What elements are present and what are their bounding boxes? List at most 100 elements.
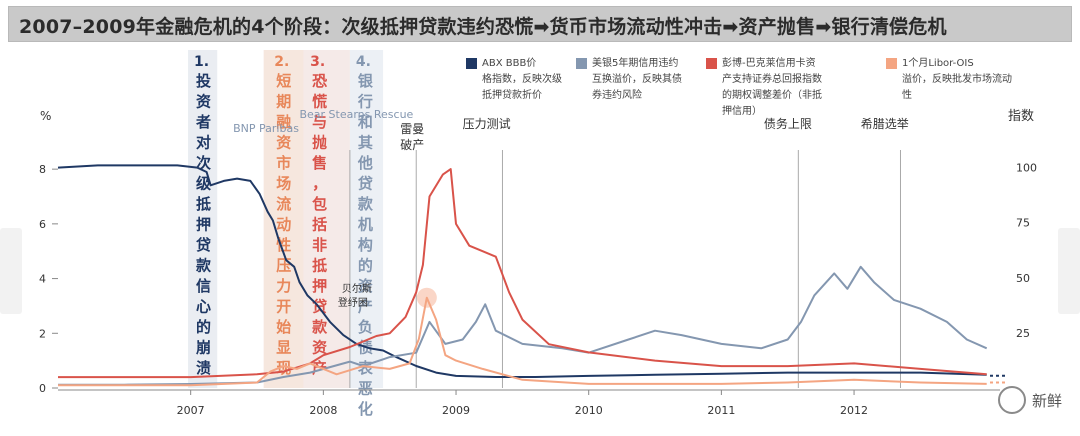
event-label-1: Bear Stearns Rescue — [299, 108, 413, 121]
series-line-4 — [58, 296, 987, 387]
phase-label-char-1-13: 崩 — [196, 339, 211, 357]
left-tick-label-3: 6 — [39, 218, 46, 231]
phase-label-char-4-15: 恶 — [358, 380, 373, 398]
phase-label-char-1-9: 款 — [196, 257, 212, 275]
event-label-2: 贝尔斯 — [342, 282, 372, 295]
legend-swatch-1 — [466, 58, 477, 69]
right-tick-label-0: 100 — [1016, 162, 1037, 175]
phase-label-char-3-7: 括 — [312, 216, 327, 234]
phase-band-3 — [303, 50, 350, 388]
left-axis-label: % — [40, 109, 51, 123]
series-line-1 — [57, 164, 987, 378]
phase-label-char-3-8: 非 — [312, 236, 327, 254]
phase-label-char-3-4: 售 — [312, 154, 327, 172]
phase-number-3: 3. — [310, 54, 325, 70]
phase-label-char-1-12: 的 — [196, 318, 211, 336]
right-tick-label-1: 75 — [1016, 217, 1030, 230]
right-tick-label-2: 50 — [1016, 272, 1030, 285]
event-label-2-b: 登纾困 — [338, 296, 368, 309]
legend-text-3-3: 押信用） — [722, 104, 762, 117]
phase-label-char-2-10: 力 — [276, 277, 291, 295]
phase-label-char-2-13: 显 — [276, 339, 291, 357]
watermark: 新鲜 — [998, 380, 1066, 420]
phase-label-char-4-0: 银 — [358, 72, 374, 90]
phase-label-char-2-3: 资 — [276, 134, 291, 152]
legend-text-4-2: 性 — [902, 88, 912, 101]
x-tick-label-1: 2008 — [309, 404, 337, 417]
phase-label-char-1-3: 对 — [196, 134, 211, 152]
chart-title: 2007–2009年金融危机的4个阶段：次级抵押贷款违约恐慌➡货币市场流动性冲击… — [19, 16, 947, 38]
event-label-5: 债务上限 — [764, 116, 812, 131]
x-tick-label-3: 2010 — [575, 404, 603, 417]
phase-label-char-2-2: 融 — [276, 113, 291, 131]
x-tick-label-4: 2011 — [707, 404, 735, 417]
legend-text-3-1: 产支持证券总回报指数 — [722, 72, 822, 85]
phase-label-char-3-12: 款 — [312, 318, 328, 336]
phase-label-char-1-7: 押 — [196, 216, 211, 234]
right-axis-label: 指数 — [1008, 109, 1034, 124]
legend-text-3-2: 的期权调整差价（非抵 — [722, 88, 822, 101]
left-tick-label-0: 0 — [39, 382, 46, 395]
x-tick-label-5: 2012 — [840, 404, 868, 417]
phase-label-char-4-1: 行 — [357, 93, 373, 111]
left-tick-label-4: 8 — [39, 163, 46, 176]
phase-label-char-3-3: 抛 — [312, 134, 327, 152]
phase-band-4 — [349, 50, 384, 388]
phase-label-char-3-6: 包 — [312, 195, 327, 213]
phase-label-char-4-11: 产 — [358, 298, 373, 316]
phase-label-char-2-4: 市 — [276, 154, 291, 172]
phase-label-char-3-5: ， — [312, 175, 327, 193]
legend-swatch-2 — [576, 58, 587, 69]
phase-label-char-1-1: 资 — [196, 93, 211, 111]
legend-text-2-1: 互换溢价，反映其债 — [592, 72, 682, 85]
event-label-4: 压力测试 — [463, 116, 511, 131]
phase-label-char-3-10: 押 — [312, 277, 327, 295]
phase-label-char-2-7: 动 — [276, 216, 291, 234]
phase-label-char-1-0: 投 — [196, 72, 211, 90]
phase-band-1 — [188, 50, 218, 388]
phase-label-char-4-8: 构 — [358, 236, 373, 254]
phase-label-char-3-2: 与 — [312, 113, 327, 131]
phase-label-char-3-13: 资 — [312, 339, 327, 357]
phase-label-char-1-11: 心 — [196, 298, 211, 316]
phase-label-char-3-0: 恐 — [312, 72, 327, 90]
phase-label-char-4-7: 机 — [358, 216, 373, 234]
x-tick-label-0: 2007 — [177, 404, 205, 417]
event-label-6: 希腊选举 — [861, 116, 909, 131]
legend-swatch-4 — [886, 58, 897, 69]
right-tick-label-3: 25 — [1016, 327, 1030, 340]
phase-number-1: 1. — [194, 54, 209, 70]
title-banner: 2007–2009年金融危机的4个阶段：次级抵押贷款违约恐慌➡货币市场流动性冲击… — [8, 6, 1072, 42]
legend-text-4-1: 溢价，反映批发市场流动 — [902, 72, 1012, 85]
phase-label-char-1-10: 信 — [196, 277, 211, 295]
phase-number-2: 2. — [274, 54, 289, 70]
legend-swatch-3 — [706, 58, 717, 69]
event-label-3-b: 破产 — [400, 137, 424, 152]
legend-text-4-0: 1个月Libor-OIS — [902, 57, 974, 69]
x-tick-label-2: 2009 — [442, 404, 470, 417]
legend-text-1-2: 抵押贷款折价 — [482, 88, 542, 101]
legend-text-2-2: 券违约风险 — [592, 88, 642, 101]
phase-label-char-4-4: 他 — [357, 154, 373, 172]
phase-label-char-1-8: 贷 — [196, 236, 211, 254]
phase-label-char-4-6: 款 — [358, 195, 374, 213]
phase-label-char-1-4: 次 — [196, 154, 211, 172]
phase-label-char-2-6: 流 — [276, 195, 291, 213]
phase-label-char-1-6: 抵 — [196, 195, 211, 213]
phase-label-char-4-5: 贷 — [358, 175, 373, 193]
phase-label-char-2-12: 始 — [276, 318, 291, 336]
phase-band-2 — [263, 50, 304, 388]
event-label-3: 雷曼 — [400, 122, 424, 136]
phase-label-char-2-0: 短 — [276, 72, 291, 90]
legend-text-1-1: 格指数，反映次级 — [482, 72, 562, 85]
phase-label-char-2-11: 开 — [276, 298, 291, 316]
legend-text-2-0: 美银5年期信用违约 — [592, 56, 678, 69]
left-side-tab — [0, 228, 22, 314]
legend-text-1-0: ABX BBB价 — [482, 57, 536, 69]
legend-text-3-0: 彭博-巴克莱信用卡资 — [722, 56, 816, 69]
event-label-0: BNP Paribas — [233, 122, 299, 135]
phase-label-char-3-1: 慌 — [312, 93, 327, 111]
phase-label-char-4-3: 其 — [358, 134, 373, 152]
chat-bubble-icon — [998, 386, 1026, 414]
